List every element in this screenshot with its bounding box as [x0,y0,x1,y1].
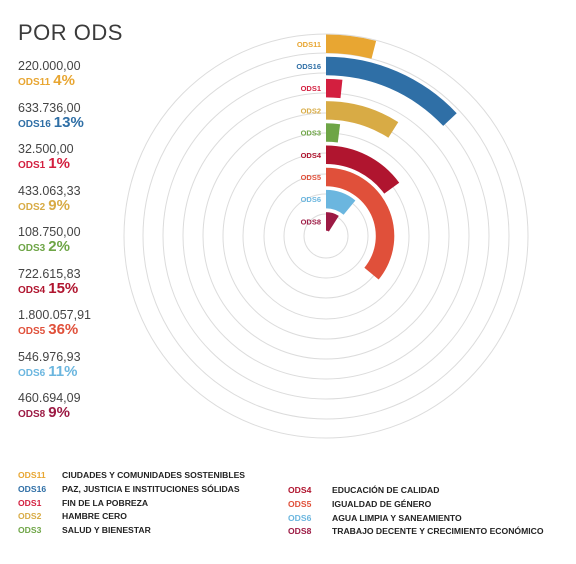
legend-item: ODS1 FIN DE LA POBREZA [18,497,245,511]
stat-item: 460.694,09 ODS8 9% [18,391,158,433]
category-label-ods5: ODS5 [301,173,321,182]
stat-value: 460.694,09 [18,391,81,405]
legend-item: ODS16 PAZ, JUSTICIA E INSTITUCIONES SÓLID… [18,483,245,497]
stat-percent: 9% [48,404,70,421]
stat-value: 32.500,00 [18,142,74,156]
stat-item: 633.736,00 ODS16 13% [18,101,158,143]
category-label-ods3: ODS3 [301,129,321,138]
legend-label: CIUDADES Y COMUNIDADES SOSTENIBLES [62,470,246,480]
stat-item: 546.976,93 ODS6 11% [18,350,158,392]
category-label-ods2: ODS2 [301,106,321,115]
stat-value: 108.750,00 [18,225,81,239]
legend-code: ODS11 [18,470,46,480]
stat-percent: 2% [48,238,70,255]
legend-code: ODS16 [18,483,47,494]
bar-ods5 [326,167,395,280]
stat-code: ODS3 [18,243,46,254]
legend-code: ODS6 [288,512,312,523]
stat-percent: 9% [48,196,70,214]
legend-item: ODS6 AGUA LIMPIA Y SANEAMIENTO [288,512,544,526]
stat-percent: 36% [48,321,79,338]
bar-ods16 [326,56,457,126]
stat-code: ODS8 [18,409,46,420]
stat-value: 433.063,33 [18,183,81,198]
bar-ods6 [326,189,356,215]
stat-value: 220.000,00 [18,59,81,73]
category-label-ods11: ODS11 [297,40,321,49]
stats-list: 220.000,00 ODS11 4% 633.736,00 ODS16 13% 3… [18,59,158,433]
legend-code: ODS1 [18,497,42,508]
legend-label: IGUALDAD DE GÉNERO [332,498,432,509]
legend-item: ODS4 EDUCACIÓN DE CALIDAD [288,484,544,498]
category-label-ods8: ODS8 [301,217,321,226]
stat-percent: 4% [53,72,75,89]
legend-code: ODS8 [288,526,312,537]
stat-code: ODS1 [18,160,46,171]
category-label-ods4: ODS4 [301,151,322,160]
category-label-ods6: ODS6 [301,195,321,204]
bar-ods8 [326,212,339,232]
stat-code: ODS16 [18,118,51,130]
category-label-ods1: ODS1 [301,84,321,93]
legend-label: EDUCACIÓN DE CALIDAD [332,485,440,495]
stat-item: 433.063,33 ODS2 9% [18,184,158,226]
legend-code: ODS3 [18,525,42,536]
stat-value: 722.615,83 [18,266,81,281]
category-label-ods16: ODS16 [296,62,321,71]
bar-ods4 [326,145,400,194]
bar-ods2 [326,101,399,138]
stat-code: ODS4 [18,284,46,296]
legend-item: ODS3 SALUD Y BIENESTAR [18,524,245,538]
stat-value: 633.736,00 [18,100,81,115]
category-labels: ODS11 ODS16 ODS1 ODS2 ODS3 ODS4 ODS5 ODS6 ODS8 [296,40,321,227]
legend-label: TRABAJO DECENTE Y CRECIMIENTO ECONÓMICO [332,526,544,537]
page-title: POR ODS [18,20,123,45]
stat-item: 220.000,00 ODS11 4% [18,59,158,101]
legend-label: HAMBRE CERO [62,511,127,522]
grid-ring [123,33,529,439]
bar-ods11 [326,34,377,59]
stat-item: 1.800.057,91 ODS5 36% [18,308,158,350]
legend-code: ODS5 [288,498,312,509]
legend-code: ODS4 [288,485,312,495]
stat-percent: 13% [53,113,84,131]
legend-left: ODS11 CIUDADES Y COMUNIDADES SOSTENIBLES … [18,469,245,538]
bar-ods1 [326,78,343,99]
legend-code: ODS2 [18,511,42,522]
legend-item: ODS11 CIUDADES Y COMUNIDADES SOSTENIBLES [18,469,245,483]
stat-percent: 15% [48,279,79,297]
stat-value: 1.800.057,91 [18,308,91,322]
stat-value: 546.976,93 [18,349,81,364]
stat-percent: 11% [48,362,78,380]
legend-item: ODS5 IGUALDAD DE GÉNERO [288,498,544,512]
legend-label: PAZ, JUSTICIA E INSTITUCIONES SÓLIDAS [62,483,240,494]
legend-item: ODS8 TRABAJO DECENTE Y CRECIMIENTO ECONÓM… [288,525,544,539]
stat-item: 108.750,00 ODS3 2% [18,225,158,267]
legend-label: SALUD Y BIENESTAR [62,525,151,536]
stat-percent: 1% [48,155,70,172]
radial-bars [326,34,457,280]
stat-item: 722.615,83 ODS4 15% [18,267,158,309]
stat-item: 32.500,00 ODS1 1% [18,142,158,184]
stat-code: ODS5 [18,326,46,337]
legend-label: AGUA LIMPIA Y SANEAMIENTO [332,512,462,523]
stat-code: ODS11 [18,77,51,88]
legend-right: ODS4 EDUCACIÓN DE CALIDAD ODS5 IGUALDAD DE… [288,484,544,539]
stat-code: ODS2 [18,201,46,213]
legend-item: ODS2 HAMBRE CERO [18,510,245,524]
stat-code: ODS6 [18,367,46,379]
bar-ods3 [326,123,341,143]
legend-label: FIN DE LA POBREZA [62,497,149,508]
